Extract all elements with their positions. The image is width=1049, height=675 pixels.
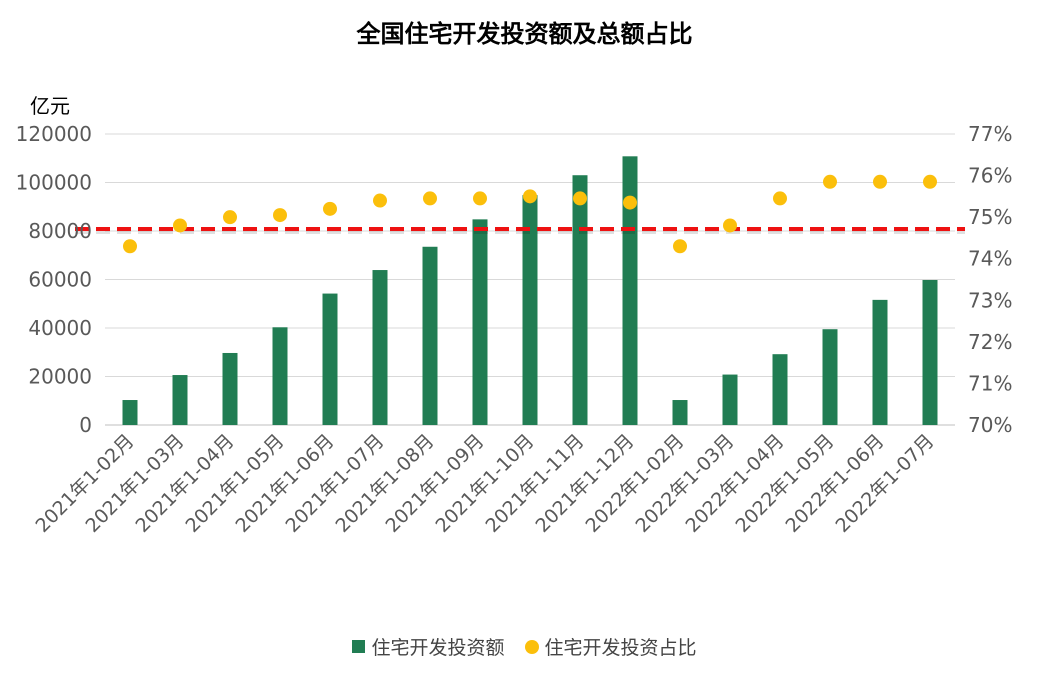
bar bbox=[522, 195, 538, 425]
dot bbox=[723, 218, 737, 233]
x-axis-ticks: 2021年1-02月2021年1-03月2021年1-04月2021年1-05月… bbox=[31, 430, 938, 537]
dot bbox=[823, 174, 837, 189]
y2-tick-label: 74% bbox=[968, 247, 1012, 271]
bar bbox=[622, 156, 638, 425]
dot bbox=[523, 189, 537, 204]
dot bbox=[673, 239, 687, 254]
bar bbox=[722, 374, 738, 425]
y-tick-label: 100000 bbox=[16, 171, 92, 195]
dot bbox=[873, 174, 887, 189]
y2-tick-label: 76% bbox=[968, 164, 1012, 188]
bar bbox=[822, 329, 838, 425]
y-tick-label: 40000 bbox=[28, 316, 92, 340]
y2-tick-label: 71% bbox=[968, 371, 1012, 395]
bar bbox=[372, 270, 388, 425]
reference-line-layer bbox=[75, 227, 965, 235]
right-axis-ticks: 70% 71% 72% 73% 74% 75% 76% 77% bbox=[968, 122, 1012, 437]
dot bbox=[273, 208, 287, 223]
y-tick-label: 120000 bbox=[16, 122, 92, 146]
dot bbox=[173, 218, 187, 233]
dot bbox=[423, 191, 437, 206]
y2-tick-label: 72% bbox=[968, 330, 1012, 354]
dot bbox=[323, 201, 337, 216]
y2-tick-label: 77% bbox=[968, 122, 1012, 146]
bar bbox=[872, 299, 888, 425]
bar bbox=[322, 293, 338, 425]
bar bbox=[272, 327, 288, 425]
legend-item-bars[interactable]: 住宅开发投资额 bbox=[352, 633, 505, 660]
bar bbox=[772, 354, 788, 425]
plot-area: 0 20000 40000 60000 80000 100000 120000 70% 71%… bbox=[16, 122, 1013, 537]
dot bbox=[123, 239, 137, 254]
y-tick-label: 80000 bbox=[28, 219, 92, 243]
y-tick-label: 60000 bbox=[28, 268, 92, 292]
legend-bar-swatch bbox=[352, 640, 366, 653]
bar bbox=[672, 400, 688, 425]
y2-tick-label: 70% bbox=[968, 413, 1012, 437]
bar bbox=[122, 400, 138, 425]
dot bbox=[373, 193, 387, 208]
dot bbox=[773, 191, 787, 206]
dot bbox=[923, 174, 937, 189]
bar bbox=[222, 352, 238, 425]
bar bbox=[172, 375, 188, 425]
bar-series bbox=[122, 156, 938, 425]
bar bbox=[922, 279, 938, 425]
dot bbox=[573, 191, 587, 206]
legend-dot-swatch bbox=[524, 639, 539, 654]
legend: 住宅开发投资额 住宅开发投资占比 bbox=[0, 633, 1049, 660]
dot-series bbox=[123, 174, 937, 254]
legend-item-dots[interactable]: 住宅开发投资占比 bbox=[524, 633, 697, 660]
bar bbox=[572, 175, 588, 425]
dot bbox=[473, 191, 487, 206]
legend-bar-label: 住宅开发投资额 bbox=[371, 637, 505, 659]
y2-tick-label: 75% bbox=[968, 205, 1012, 229]
bar bbox=[472, 219, 488, 425]
chart-title: 全国住宅开发投资额及总额占比 bbox=[356, 20, 693, 48]
y-tick-label: 20000 bbox=[28, 365, 92, 389]
legend-dot-label: 住宅开发投资占比 bbox=[544, 637, 697, 659]
bar bbox=[422, 246, 438, 425]
dot bbox=[223, 210, 237, 225]
y2-tick-label: 73% bbox=[968, 288, 1012, 312]
y-tick-label: 0 bbox=[79, 413, 92, 437]
y-axis-unit-label: 亿元 bbox=[30, 94, 70, 118]
left-axis-ticks: 0 20000 40000 60000 80000 100000 120000 bbox=[16, 122, 92, 437]
dot bbox=[623, 195, 637, 210]
